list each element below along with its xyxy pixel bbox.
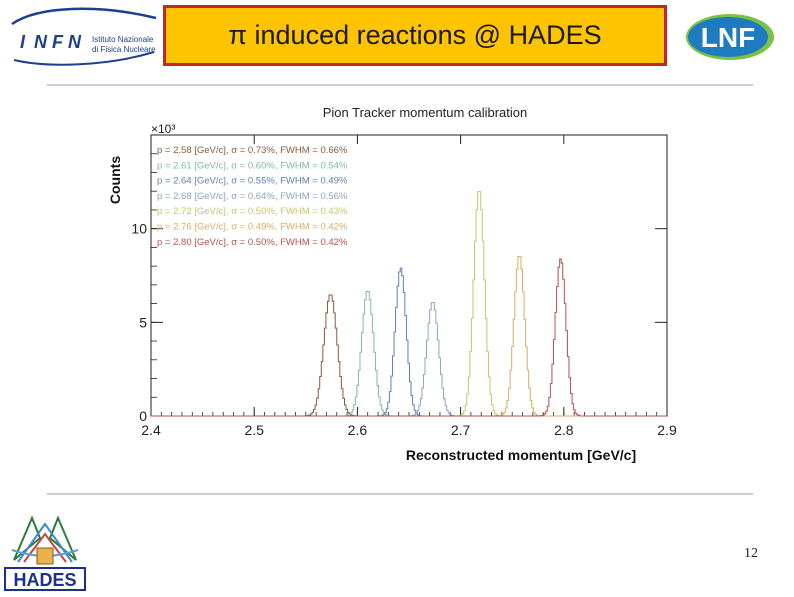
x-tick-label: 2.8 — [554, 422, 574, 438]
lnf-logo-icon: LNF — [686, 14, 774, 60]
slide-title-box: π induced reactions @ HADES — [163, 5, 667, 66]
histogram-series-4 — [151, 302, 669, 417]
y-tick-label: 10 — [131, 221, 147, 237]
page-number: 12 — [744, 546, 758, 561]
infn-letter-3: F — [52, 32, 64, 52]
x-tick-label: 2.7 — [451, 422, 471, 438]
histogram-series-2 — [151, 291, 669, 417]
histogram-series-7 — [151, 258, 669, 417]
chart-title: Pion Tracker momentum calibration — [323, 105, 527, 120]
infn-logo-icon: I N F N Istituto Nazionale di Fisica Nuc… — [11, 7, 157, 66]
chart-svg: Pion Tracker momentum calibration ×10³ C… — [107, 105, 677, 463]
legend-entry-4: p = 2.68 [GeV/c], σ = 0.64%, FWHM = 0.56… — [157, 191, 348, 202]
x-tick-label: 2.9 — [657, 422, 677, 438]
legend-entry-5: p = 2.72 [GeV/c], σ = 0.50%, FWHM = 0.43… — [157, 206, 348, 217]
lnf-logo: LNF — [684, 12, 776, 62]
y-axis-multiplier: ×10³ — [151, 122, 175, 136]
bottom-divider — [47, 493, 753, 495]
x-tick-label: 2.6 — [348, 422, 368, 438]
legend-entry-7: p = 2.80 [GeV/c], σ = 0.50%, FWHM = 0.42… — [157, 237, 348, 248]
infn-letter-4: N — [68, 32, 82, 52]
infn-logo: I N F N Istituto Nazionale di Fisica Nuc… — [8, 4, 160, 68]
y-tick-label: 5 — [139, 314, 147, 330]
infn-subtitle-line1: Istituto Nazionale — [92, 35, 154, 44]
hades-logo-text: HADES — [13, 570, 76, 590]
y-tick-label: 0 — [139, 408, 147, 424]
infn-subtitle-line2: di Fisica Nucleare — [92, 45, 156, 54]
slide-title: π induced reactions @ HADES — [228, 20, 602, 50]
x-axis-label: Reconstructed momentum [GeV/c] — [406, 447, 636, 463]
hades-logo: HADES — [4, 510, 86, 592]
lnf-logo-text: LNF — [701, 22, 755, 53]
infn-letter-2: N — [34, 32, 48, 52]
hades-logo-icon: HADES — [4, 515, 86, 591]
legend-entry-2: p = 2.61 [GeV/c], σ = 0.60%, FWHM = 0.54… — [157, 160, 348, 171]
y-axis-label: Counts — [107, 156, 123, 204]
x-tick-label: 2.5 — [244, 422, 264, 438]
x-tick-label: 2.4 — [141, 422, 161, 438]
histogram-series-3 — [151, 267, 669, 417]
infn-letter-1: I — [20, 32, 26, 52]
histogram-series-6 — [151, 256, 669, 417]
momentum-calibration-chart: Pion Tracker momentum calibration ×10³ C… — [95, 98, 705, 470]
legend-entry-3: p = 2.64 [GeV/c], σ = 0.55%, FWHM = 0.49… — [157, 176, 348, 187]
legend-entry-1: p = 2.58 [GeV/c], σ = 0.73%, FWHM = 0.66… — [157, 145, 348, 156]
histogram-series-1 — [151, 294, 669, 417]
top-divider — [47, 84, 753, 86]
legend-entry-6: p = 2.76 [GeV/c], σ = 0.49%, FWHM = 0.42… — [157, 222, 348, 233]
